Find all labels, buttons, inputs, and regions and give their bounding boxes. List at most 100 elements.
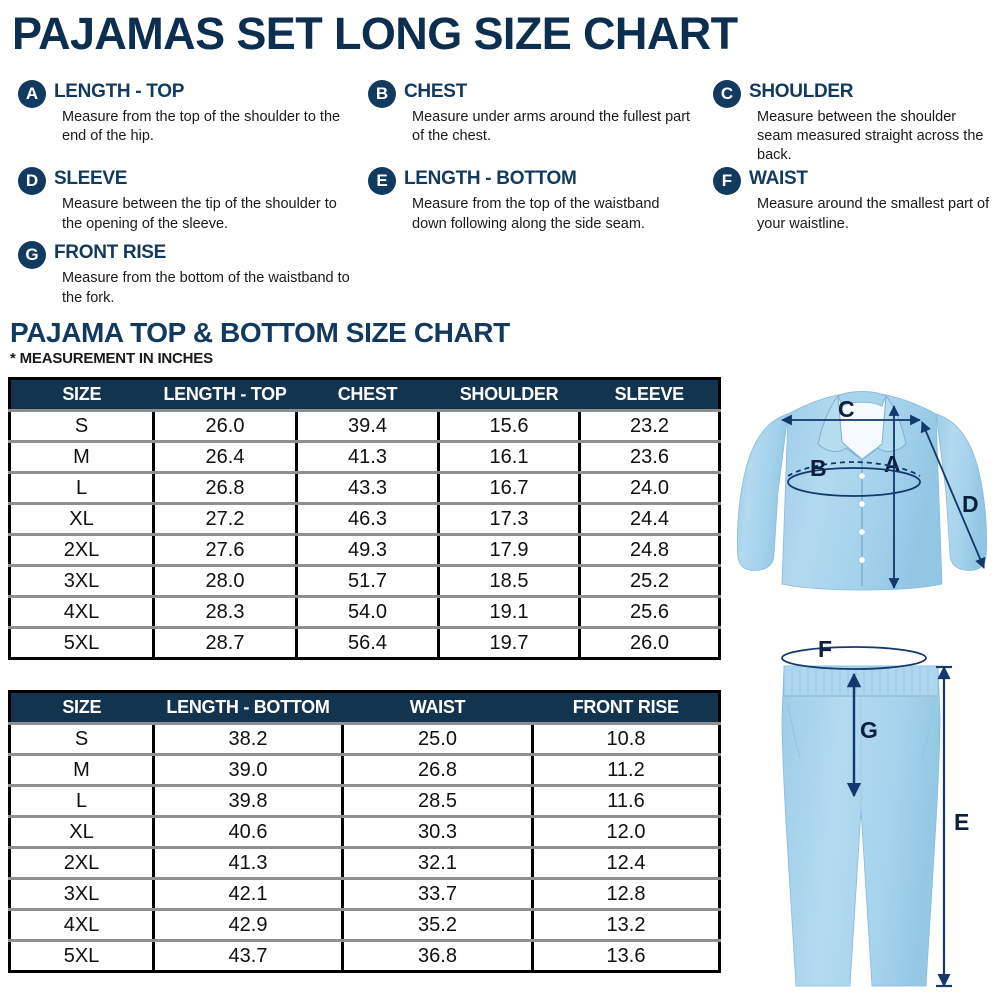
measurement-cell: 28.5: [342, 785, 534, 818]
measurement-cell: 24.8: [579, 534, 720, 567]
table-bottom-body: S 38.2 25.0 10.8 M 39.0 26.8 11.2 L 39.8 28.5 11.6 X…: [9, 723, 720, 972]
waistband: [783, 665, 939, 697]
measurement-cell: 49.3: [296, 534, 440, 567]
legend-badge-a: A: [18, 80, 46, 108]
legend-desc-f: Measure around the smallest part of your…: [757, 196, 990, 232]
table-top-header: SIZE LENGTH - TOP CHEST SHOULDER SLEEVE: [9, 378, 720, 412]
size-label-cell: L: [9, 785, 155, 818]
legend-term-b: CHEST: [404, 81, 467, 102]
measurement-cell: 33.7: [342, 878, 534, 911]
legend-row-2: D SLEEVE Measure between the tip of the …: [10, 165, 1000, 239]
measurement-cell: 19.1: [438, 596, 581, 629]
table-row: S 26.0 39.4 15.6 23.2: [9, 410, 720, 443]
table-row: 5XL 43.7 36.8 13.6: [9, 940, 720, 972]
table-row: 2XL 41.3 32.1 12.4: [9, 847, 720, 880]
size-label-cell: S: [9, 410, 155, 443]
measurement-cell: 39.8: [153, 785, 344, 818]
measurement-cell: 41.3: [296, 441, 440, 474]
measurement-cell: 24.0: [579, 472, 720, 505]
measurement-cell: 23.6: [579, 441, 720, 474]
measurement-cell: 16.7: [438, 472, 581, 505]
marker-label-d: D: [962, 491, 979, 517]
marker-label-a: A: [884, 451, 901, 477]
chest-measure-ellipse: [787, 467, 921, 497]
legend-desc-c: Measure between the shoulder seam measur…: [757, 109, 984, 164]
legend-badge-b: B: [368, 80, 396, 108]
legend-desc-b: Measure under arms around the fullest pa…: [412, 109, 691, 145]
measurement-cell: 30.3: [342, 816, 534, 849]
legend-term-f: WAIST: [749, 168, 808, 190]
legend-term-c: SHOULDER: [749, 81, 854, 102]
measurement-cell: 46.3: [296, 503, 440, 536]
marker-label-g: G: [860, 717, 878, 743]
collar: [837, 391, 887, 407]
page-title: PAJAMAS SET LONG SIZE CHART: [12, 8, 738, 59]
legend-desc-d: Measure between the tip of the shoulder …: [62, 196, 337, 232]
section-heading: PAJAMA TOP & BOTTOM SIZE CHART: [10, 317, 510, 348]
button: [858, 528, 866, 536]
legend-desc-e: Measure from the top of the waistband do…: [412, 196, 660, 232]
measurement-unit-note: * MEASUREMENT IN INCHES: [10, 350, 213, 367]
size-label-cell: 3XL: [9, 565, 155, 598]
measurement-cell: 10.8: [532, 723, 720, 756]
table-row: M 39.0 26.8 11.2: [9, 754, 720, 787]
table-row: 4XL 28.3 54.0 19.1 25.6: [9, 596, 720, 629]
sleeve-measure-arrow: [920, 421, 986, 569]
size-label-cell: 2XL: [9, 847, 155, 880]
measurement-cell: 12.8: [532, 878, 720, 911]
left-lapel: [817, 394, 863, 461]
measurement-cell: 38.2: [153, 723, 344, 756]
legend-row-3: G FRONT RISE Measure from the bottom of …: [10, 239, 1000, 313]
size-label-cell: 5XL: [9, 940, 155, 972]
measurement-cell: 43.7: [153, 940, 344, 972]
column-header-waist: WAIST: [342, 691, 534, 725]
column-header-size: SIZE: [9, 691, 155, 725]
measurement-cell: 11.2: [532, 754, 720, 787]
column-header-size: SIZE: [9, 378, 155, 412]
size-label-cell: M: [9, 441, 155, 474]
measurement-cell: 32.1: [342, 847, 534, 880]
legend-badge-g: G: [18, 241, 46, 270]
pajama-bottom-diagram: F G E: [726, 634, 998, 1000]
marker-label-e: E: [954, 809, 969, 835]
table-row: 3XL 42.1 33.7 12.8: [9, 878, 720, 911]
legend-desc-a: Measure from the top of the shoulder to …: [62, 109, 341, 145]
measurement-cell: 26.0: [630, 631, 669, 654]
table-row: S 38.2 25.0 10.8: [9, 723, 720, 756]
measurement-cell: 56.4: [296, 627, 440, 659]
table-row: 4XL 42.9 35.2 13.2: [9, 909, 720, 942]
measurement-cell: 12.0: [532, 816, 720, 849]
size-label-cell: L: [9, 472, 155, 505]
legend-badge-f: F: [713, 167, 741, 196]
size-label-cell: M: [9, 754, 155, 787]
legend-term-g: FRONT RISE: [54, 242, 167, 264]
left-sleeve: [736, 413, 789, 571]
measurement-cell: 39.0: [153, 754, 344, 787]
measurement-cell: 28.7: [153, 627, 298, 659]
column-header-front-rise: FRONT RISE: [532, 691, 720, 725]
table-row: 3XL 28.0 51.7 18.5 25.2: [9, 565, 720, 598]
measurement-cell: 39.4: [296, 410, 440, 443]
legend-term-d: SLEEVE: [54, 168, 128, 190]
button: [858, 472, 866, 480]
measurement-cell: 35.2: [342, 909, 534, 942]
table-row: XL 40.6 30.3 12.0: [9, 816, 720, 849]
size-label-cell: 2XL: [9, 534, 155, 567]
table-row: 5XL 28.7 56.4 19.7 26.0: [9, 627, 720, 659]
measurement-cell: 23.2: [579, 410, 720, 443]
left-pocket-seam: [787, 703, 801, 759]
measurement-cell: 27.6: [153, 534, 298, 567]
measurement-cell: 25.6: [579, 596, 720, 629]
button: [858, 500, 866, 508]
table-row: L 39.8 28.5 11.6: [9, 785, 720, 818]
table-top-body: S 26.0 39.4 15.6 23.2 M 26.4 41.3 16.1 23.6 L 26.8 4…: [9, 410, 720, 659]
measurement-cell: 51.7: [296, 565, 440, 598]
marker-label-b: B: [810, 455, 827, 481]
marker-label-c: C: [838, 396, 855, 422]
measurement-cell: 15.6: [438, 410, 581, 443]
measurement-cell: 13.2: [532, 909, 720, 942]
legend-item-front-rise: G FRONT RISE Measure from the bottom of …: [10, 239, 360, 313]
size-label-cell: XL: [9, 816, 155, 849]
measurement-cell: 25.2: [579, 565, 720, 598]
